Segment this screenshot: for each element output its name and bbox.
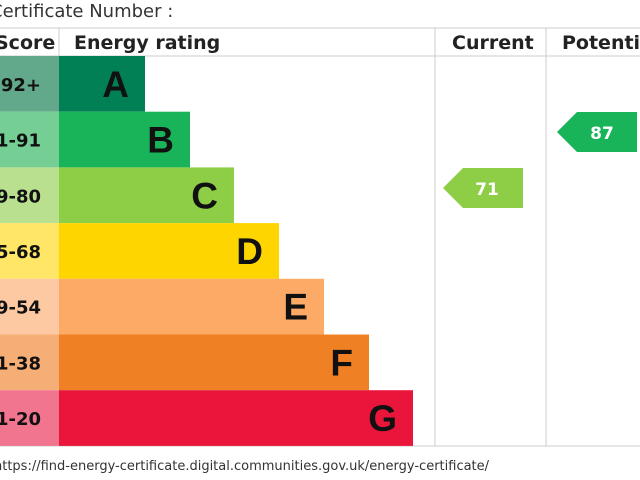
- score-cell: [0, 111, 59, 168]
- rating-letter: F: [330, 342, 353, 383]
- certificate-url: https://find-energy-certificate.digital.…: [0, 459, 490, 474]
- rating-letter: B: [147, 120, 174, 161]
- score-label: 55-68: [0, 242, 41, 263]
- rating-bar: [59, 390, 413, 446]
- score-label: 21-38: [0, 353, 41, 374]
- rating-letter: G: [368, 398, 397, 439]
- rating-letter: E: [283, 287, 308, 328]
- column-header: Energy rating: [74, 32, 220, 54]
- column-header: Potential: [562, 32, 640, 54]
- score-cell: [0, 334, 59, 391]
- potential-arrow: [557, 112, 637, 152]
- score-cell: [0, 390, 59, 446]
- rating-bar: [59, 223, 279, 279]
- score-cell: [0, 56, 59, 112]
- score-label: 69-80: [0, 186, 41, 207]
- column-header: Score: [0, 32, 55, 54]
- rating-bar: [59, 334, 369, 391]
- score-cell: [0, 223, 59, 279]
- rating-letter: D: [236, 231, 263, 272]
- certificate-label: Certificate Number :: [0, 1, 173, 22]
- score-cell: [0, 167, 59, 224]
- score-label: 39-54: [0, 298, 41, 319]
- rating-bar: [59, 167, 234, 224]
- score-label: 92+: [1, 75, 41, 96]
- score-label: 1-20: [0, 409, 41, 430]
- rating-letter: A: [102, 64, 129, 105]
- current-arrow: [443, 168, 523, 208]
- score-label: 81-91: [0, 131, 41, 152]
- potential-rating: 87: [590, 124, 614, 144]
- current-rating: 71: [475, 180, 499, 200]
- column-header: Current: [452, 32, 534, 54]
- rating-bar: [59, 278, 324, 335]
- rating-bar: [59, 56, 145, 112]
- score-cell: [0, 278, 59, 335]
- rating-bar: [59, 111, 190, 168]
- rating-letter: C: [191, 175, 218, 216]
